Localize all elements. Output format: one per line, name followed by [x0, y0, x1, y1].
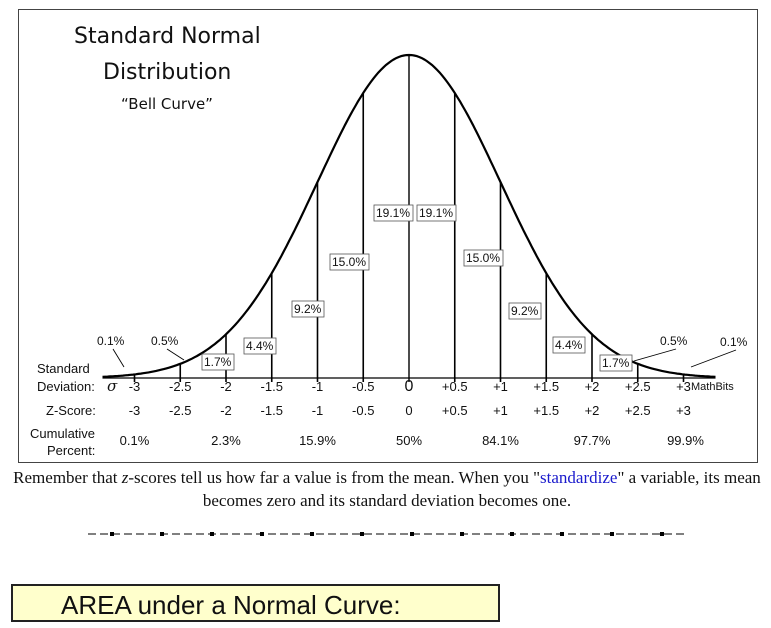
cumulative-value: 97.7%: [574, 433, 611, 448]
percent-box: [599, 354, 633, 372]
sigma-symbol: σ: [107, 377, 118, 395]
divider-marker: [610, 532, 614, 536]
cumulative-label-2: Percent:: [47, 443, 95, 458]
dashed-divider: [88, 532, 688, 536]
sd-value: +1: [493, 379, 508, 394]
percent-box: [463, 249, 504, 267]
divider-marker: [310, 532, 314, 536]
percent-box: [416, 204, 457, 222]
cumulative-value: 15.9%: [299, 433, 336, 448]
percent-label: 0.5%: [660, 334, 688, 348]
cumulative-value: 99.9%: [667, 433, 704, 448]
percent-leader-line: [690, 349, 737, 368]
sd-value: +0.5: [442, 379, 468, 394]
sd-value: +2: [585, 379, 600, 394]
percent-label: 0.1%: [720, 335, 748, 349]
sd-value: +3: [676, 379, 691, 394]
mathbits-label: MathBits: [691, 381, 734, 393]
z-score-value: -2.5: [169, 403, 191, 418]
cumulative-value: 84.1%: [482, 433, 519, 448]
z-score-value: +1: [493, 403, 508, 418]
percent-leader-line: [633, 348, 677, 362]
percent-leader-line: [112, 348, 125, 368]
sd-value: -2: [220, 379, 232, 394]
percent-label: 0.5%: [151, 334, 179, 348]
bell-curve-figure: Standard Normal Distribution “Bell Curve…: [18, 9, 758, 463]
percent-label: 1.7%: [602, 356, 630, 370]
figure-title-line1: Standard Normal: [74, 24, 261, 49]
z-score-value: +3: [676, 403, 691, 418]
percent-label: 19.1%: [376, 206, 410, 220]
figure-subtitle: “Bell Curve”: [121, 95, 213, 113]
z-score-value: -2: [220, 403, 232, 418]
z-score-value: -3: [129, 403, 141, 418]
bell-curve-diagram: Standard Normal Distribution “Bell Curve…: [30, 24, 748, 458]
sd-value: +1.5: [533, 379, 559, 394]
percent-box: [329, 253, 370, 271]
percent-box: [243, 337, 277, 355]
divider-marker: [360, 532, 364, 536]
percent-box: [373, 204, 414, 222]
divider-marker: [560, 532, 564, 536]
caption-part3: " a variable, its mean becomes zero and …: [202, 468, 761, 510]
percent-box: [552, 336, 586, 354]
divider-marker: [160, 532, 164, 536]
sd-value: -1: [312, 379, 324, 394]
percent-label: 1.7%: [204, 355, 232, 369]
area-heading-box: AREA under a Normal Curve:: [11, 584, 500, 622]
sd-value: 0: [405, 378, 414, 395]
z-score-label: Z-Score:: [46, 403, 96, 418]
cumulative-value: 2.3%: [211, 433, 241, 448]
area-heading-title: AREA under a Normal Curve:: [61, 590, 401, 620]
cumulative-value: 0.1%: [120, 433, 150, 448]
divider-marker: [510, 532, 514, 536]
sd-value: -2.5: [169, 379, 191, 394]
percent-label: 15.0%: [466, 251, 500, 265]
divider-marker: [110, 532, 114, 536]
percent-box: [201, 353, 235, 371]
percent-label: 4.4%: [246, 339, 274, 353]
cumulative-label-1: Cumulative: [30, 426, 95, 441]
z-score-value: +0.5: [442, 403, 468, 418]
sd-value: +2.5: [625, 379, 651, 394]
sd-row-label-2: Deviation:: [37, 379, 95, 394]
divider-marker: [210, 532, 214, 536]
divider-marker: [410, 532, 414, 536]
cumulative-value: 50%: [396, 433, 422, 448]
divider-marker: [460, 532, 464, 536]
divider-marker: [260, 532, 264, 536]
percent-leader-line: [166, 348, 185, 361]
percent-box: [508, 302, 542, 320]
figure-title-line2: Distribution: [103, 60, 231, 85]
z-score-value: +2.5: [625, 403, 651, 418]
caption-part2: -scores tell us how far a value is from …: [128, 468, 541, 487]
percent-label: 0.1%: [97, 334, 125, 348]
sd-value: -3: [129, 379, 141, 394]
caption-part1: Remember that: [13, 468, 122, 487]
percent-label: 4.4%: [555, 338, 583, 352]
explanation-caption: Remember that z-scores tell us how far a…: [12, 466, 762, 512]
z-score-value: 0: [405, 403, 412, 418]
z-score-value: +2: [585, 403, 600, 418]
sd-value: -0.5: [352, 379, 374, 394]
z-score-value: +1.5: [533, 403, 559, 418]
z-score-value: -1.5: [261, 403, 283, 418]
percent-label: 15.0%: [332, 255, 366, 269]
percent-label: 19.1%: [419, 206, 453, 220]
percent-box: [291, 300, 325, 318]
z-score-value: -0.5: [352, 403, 374, 418]
percent-label: 9.2%: [294, 302, 322, 316]
divider-marker: [660, 532, 664, 536]
sd-row-label-1: Standard: [37, 361, 90, 376]
z-score-value: -1: [312, 403, 324, 418]
percent-label: 9.2%: [511, 304, 539, 318]
caption-z: z: [121, 468, 129, 487]
sd-value: -1.5: [261, 379, 283, 394]
standardize-link[interactable]: standardize: [540, 468, 618, 487]
